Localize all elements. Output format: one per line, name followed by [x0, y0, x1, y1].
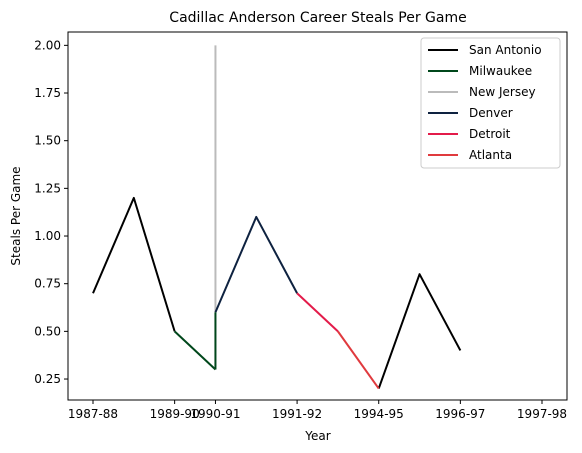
y-tick-label: 0.25: [34, 372, 61, 386]
chart-title: Cadillac Anderson Career Steals Per Game: [169, 10, 466, 26]
x-tick-label: 1990-91: [190, 407, 240, 421]
axes-frame: [67, 31, 568, 401]
x-axis-label: Year: [304, 429, 330, 443]
plot-area: [67, 31, 568, 401]
x-tick-label: 1987-88: [68, 407, 118, 421]
y-tick-label: 1.50: [34, 134, 61, 148]
x-tick-label: 1994-95: [354, 407, 404, 421]
series-line-milwaukee: [173, 330, 217, 371]
y-axis: 0.25 0.50 0.75 1.00 1.25 1.50 1.75 2.00: [34, 38, 68, 386]
series-line-san-antonio: [92, 196, 176, 332]
series-layer: [92, 45, 462, 390]
y-axis-label: Steals Per Game: [9, 166, 23, 265]
series-line-san-antonio: [377, 273, 462, 389]
legend-label-milwaukee: Milwaukee: [469, 64, 532, 78]
series-line-denver: [214, 215, 298, 313]
series-line-detroit: [296, 292, 339, 333]
series-line-atlanta: [337, 330, 380, 390]
y-tick-label: 1.75: [34, 86, 61, 100]
legend: San Antonio Milwaukee New Jersey Denver Detr…: [420, 37, 561, 169]
legend-label-detroit: Detroit: [469, 127, 511, 141]
y-tick-label: 0.75: [34, 277, 61, 291]
x-tick-label: 1997-98: [517, 407, 567, 421]
x-tick-label: 1991-92: [272, 407, 322, 421]
y-tick-label: 0.50: [34, 324, 61, 338]
legend-label-san-antonio: San Antonio: [469, 43, 542, 57]
y-tick-label: 1.25: [34, 181, 61, 195]
x-tick-label: 1989-90: [150, 407, 200, 421]
legend-label-denver: Denver: [469, 106, 513, 120]
y-tick-label: 1.00: [34, 229, 61, 243]
legend-label-atlanta: Atlanta: [469, 148, 512, 162]
legend-label-new-jersey: New Jersey: [469, 85, 536, 99]
y-tick-label: 2.00: [34, 38, 61, 52]
x-tick-label: 1996-97: [435, 407, 485, 421]
